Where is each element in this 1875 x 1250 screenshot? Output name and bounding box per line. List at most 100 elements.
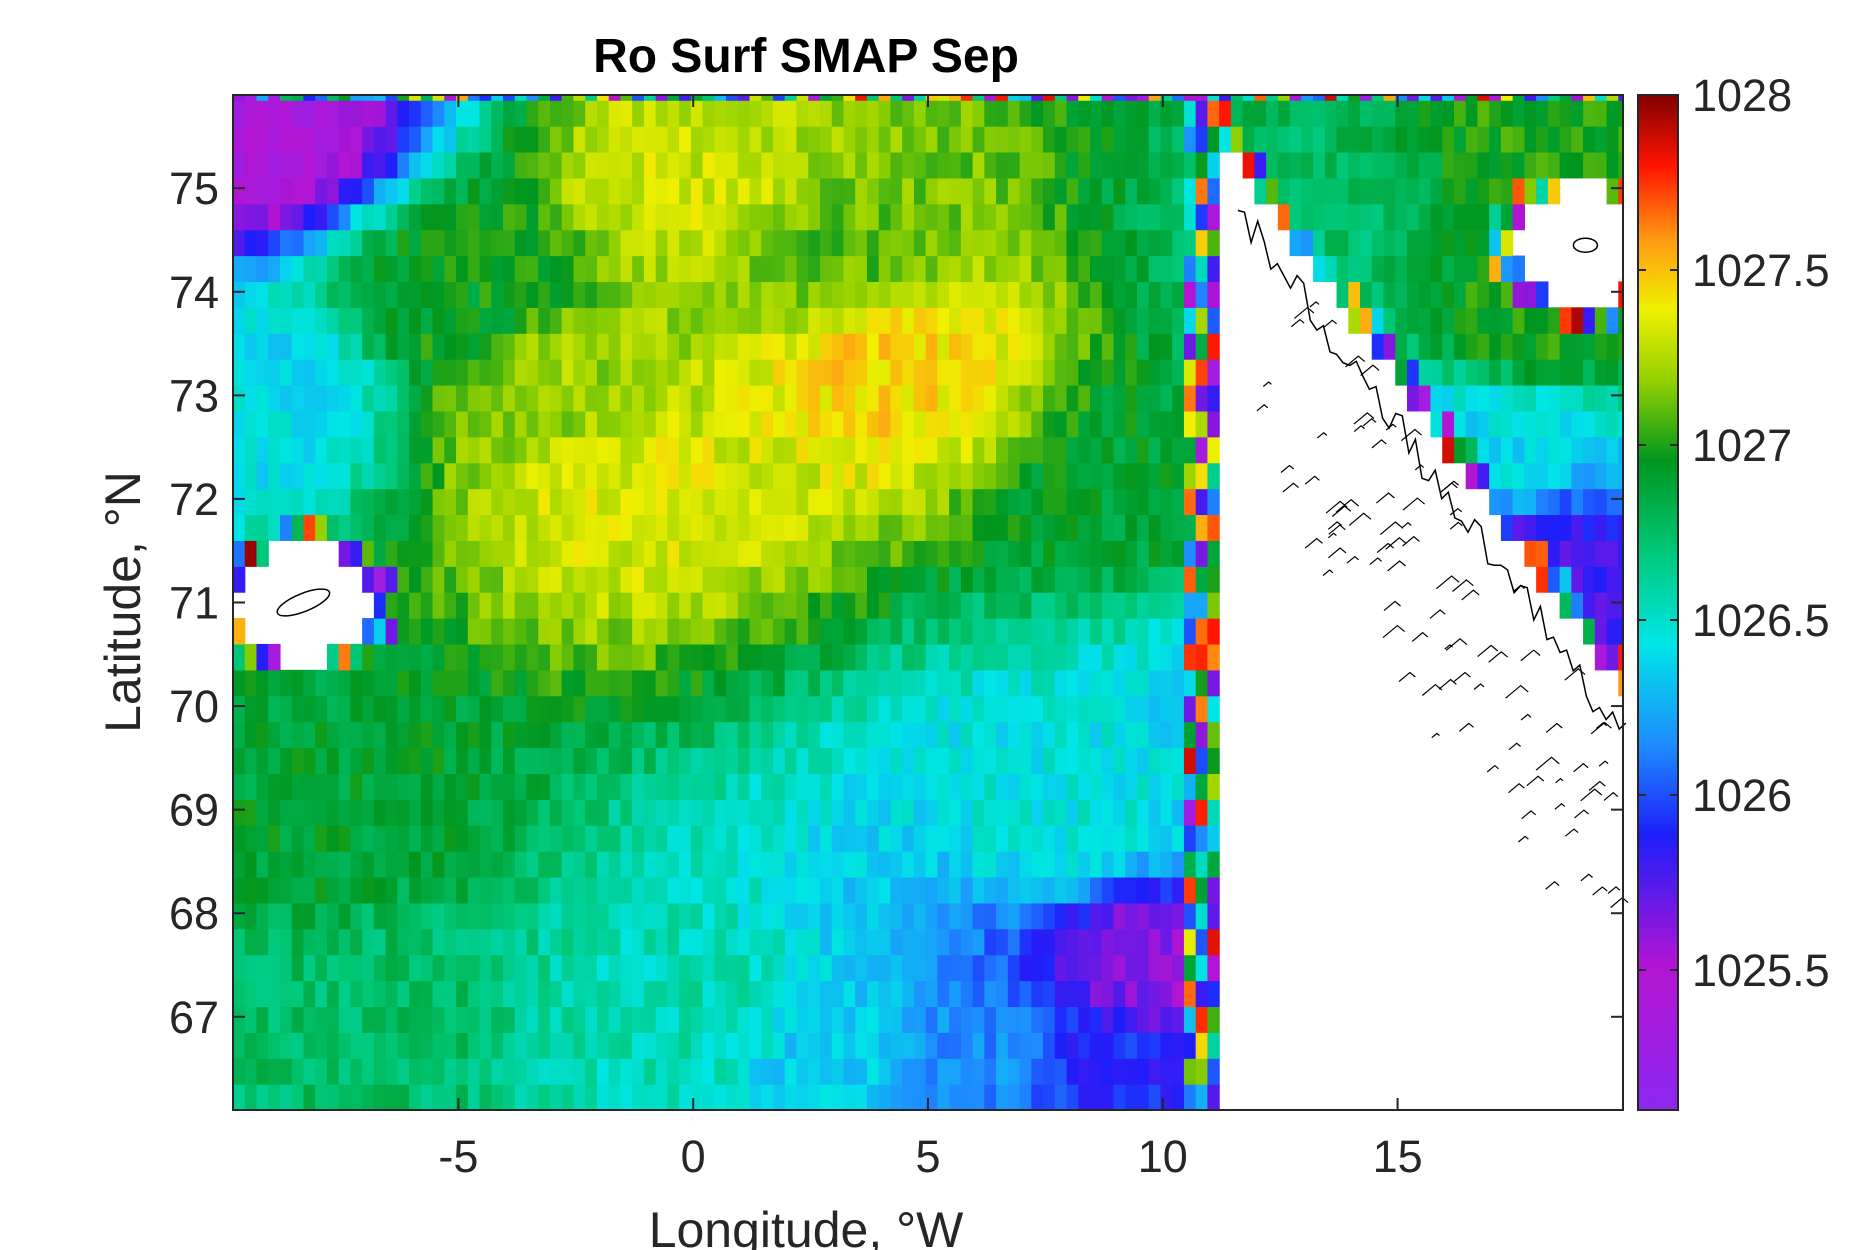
heatmap-cell — [1172, 359, 1185, 386]
heatmap-cell — [1031, 151, 1044, 179]
heatmap-cell — [843, 488, 856, 516]
heatmap-cell — [843, 540, 856, 567]
heatmap-cell — [256, 902, 269, 930]
heatmap-cell — [655, 359, 668, 386]
heatmap-cell — [526, 462, 539, 490]
heatmap-cell — [796, 151, 809, 179]
heatmap-cell — [1019, 643, 1032, 671]
heatmap-cell — [655, 851, 668, 878]
heatmap-cell — [890, 95, 903, 101]
heatmap-cell — [1172, 462, 1185, 490]
coastline-fjord — [1574, 809, 1589, 819]
heatmap-cell — [467, 281, 481, 308]
heatmap-cell — [1019, 151, 1032, 179]
heatmap-cell — [256, 721, 269, 749]
heatmap-cell — [514, 669, 528, 697]
heatmap-cell — [1019, 773, 1032, 800]
heatmap-cell — [608, 1006, 622, 1033]
heatmap-cell — [878, 1032, 892, 1059]
heatmap-cell — [432, 1084, 445, 1111]
heatmap-cell — [420, 1006, 434, 1033]
heatmap-cell — [385, 281, 398, 308]
heatmap-cell — [279, 126, 293, 153]
heatmap-cell — [514, 410, 528, 438]
heatmap-cell — [291, 1032, 305, 1059]
heatmap-cell — [479, 410, 492, 438]
heatmap-cell — [1136, 1058, 1150, 1085]
heatmap-cell — [1136, 385, 1150, 412]
heatmap-cell — [960, 773, 974, 800]
heatmap-cell — [949, 695, 962, 723]
heatmap-cell — [761, 1032, 774, 1059]
heatmap-cell — [1090, 1006, 1103, 1033]
heatmap-cell — [831, 773, 845, 800]
heatmap-cell — [326, 436, 340, 464]
heatmap-cell — [561, 773, 575, 800]
heatmap-cell — [843, 177, 856, 205]
heatmap-cell — [608, 255, 622, 283]
heatmap-cell — [831, 747, 845, 774]
heatmap-cell — [1148, 980, 1162, 1008]
heatmap-cell — [291, 385, 305, 412]
heatmap-cell — [420, 721, 434, 749]
heatmap-cell — [350, 203, 363, 231]
heatmap-cell — [1512, 126, 1525, 153]
heatmap-cell — [1207, 669, 1220, 697]
heatmap-cell — [1054, 669, 1068, 697]
heatmap-cell — [1054, 928, 1068, 956]
heatmap-cell — [1500, 151, 1514, 179]
heatmap-cell — [1606, 126, 1619, 153]
heatmap-cell — [749, 592, 762, 619]
coastline-fjord — [1323, 319, 1337, 328]
heatmap-cell — [1489, 255, 1502, 283]
heatmap-cell — [362, 514, 375, 541]
heatmap-cell — [491, 100, 504, 127]
heatmap-cell — [479, 980, 492, 1008]
heatmap-cell — [409, 203, 422, 231]
heatmap-cell — [373, 747, 387, 774]
heatmap-cell — [491, 799, 504, 826]
coastline-fjord — [1477, 644, 1499, 658]
heatmap-cell — [244, 669, 258, 697]
heatmap-cell — [456, 825, 469, 852]
heatmap-cell — [643, 1058, 657, 1085]
heatmap-cell — [1136, 876, 1150, 904]
heatmap-cell — [1160, 255, 1173, 283]
heatmap-cell — [397, 385, 410, 412]
heatmap-cell — [456, 385, 469, 412]
heatmap-cell — [949, 100, 962, 127]
heatmap-cell — [1195, 902, 1209, 930]
heatmap-cell — [620, 851, 633, 878]
heatmap-cell — [1125, 100, 1138, 127]
heatmap-cell — [350, 851, 363, 878]
heatmap-cell — [1125, 281, 1138, 308]
heatmap-cell — [409, 773, 422, 800]
heatmap-cell — [972, 643, 985, 671]
heatmap-cell — [890, 281, 903, 308]
heatmap-cell — [1618, 643, 1624, 671]
coastline-fjord — [1580, 873, 1593, 882]
heatmap-cell — [491, 954, 504, 982]
heatmap-cell — [1136, 436, 1150, 464]
heatmap-cell — [737, 618, 751, 645]
heatmap-cell — [420, 747, 434, 774]
heatmap-cell — [949, 1084, 962, 1111]
heatmap-cell — [1207, 410, 1220, 438]
heatmap-cell — [1500, 126, 1514, 153]
heatmap-cell — [702, 514, 715, 541]
heatmap-cell — [1195, 95, 1209, 101]
coastline-fjord — [1262, 381, 1272, 387]
heatmap-cell — [256, 255, 269, 283]
heatmap-cell — [902, 436, 915, 464]
heatmap-cell — [467, 385, 481, 412]
heatmap-cell — [1547, 462, 1561, 490]
heatmap-cell — [643, 902, 657, 930]
heatmap-cell — [596, 229, 610, 257]
heatmap-cell — [1101, 799, 1115, 826]
heatmap-cell — [538, 669, 551, 697]
heatmap-cell — [714, 410, 727, 438]
heatmap-cell — [1618, 95, 1624, 101]
heatmap-cell — [1618, 462, 1624, 490]
heatmap-cell — [1007, 643, 1021, 671]
heatmap-cell — [866, 980, 880, 1008]
